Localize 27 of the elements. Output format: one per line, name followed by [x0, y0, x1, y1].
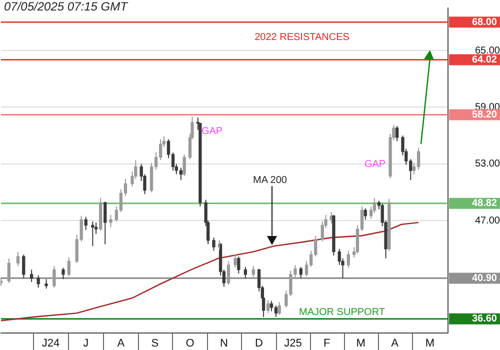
ref-line-label: 48.82: [472, 198, 498, 210]
ref-line-label: 58.20: [472, 110, 498, 121]
y-tick-label: 53.00: [474, 158, 500, 170]
x-tick-label: J25: [284, 338, 302, 350]
x-tick-label: M: [425, 338, 434, 350]
x-tick-label: N: [220, 338, 228, 350]
annotation: GAP: [364, 158, 386, 170]
annotation: 2022 RESISTANCES: [254, 32, 350, 43]
x-tick-label: J24: [42, 338, 60, 350]
chart-title: 07/05/2025 07:15 GMT: [4, 0, 130, 14]
x-tick-label: A: [117, 338, 126, 350]
ref-line-label: 64.02: [472, 54, 498, 66]
ref-line-label: 68.00: [472, 16, 498, 28]
x-tick-label: A: [391, 338, 400, 350]
annotation: MAJOR SUPPORT: [299, 306, 385, 318]
annotation: GAP: [201, 126, 223, 137]
x-tick-label: J: [83, 338, 89, 350]
x-tick-label: O: [186, 338, 195, 350]
x-tick-label: M: [356, 338, 366, 350]
y-tick-label: 47.00: [474, 215, 500, 226]
x-tick-label: S: [151, 338, 159, 350]
ref-line-label: 36.60: [472, 314, 498, 325]
x-tick-label: D: [255, 338, 264, 350]
x-tick-label: F: [324, 338, 331, 350]
ref-line-label: 40.90: [472, 272, 498, 284]
annotation: MA 200: [253, 174, 288, 186]
y-tick-label: 65.00: [474, 45, 500, 56]
